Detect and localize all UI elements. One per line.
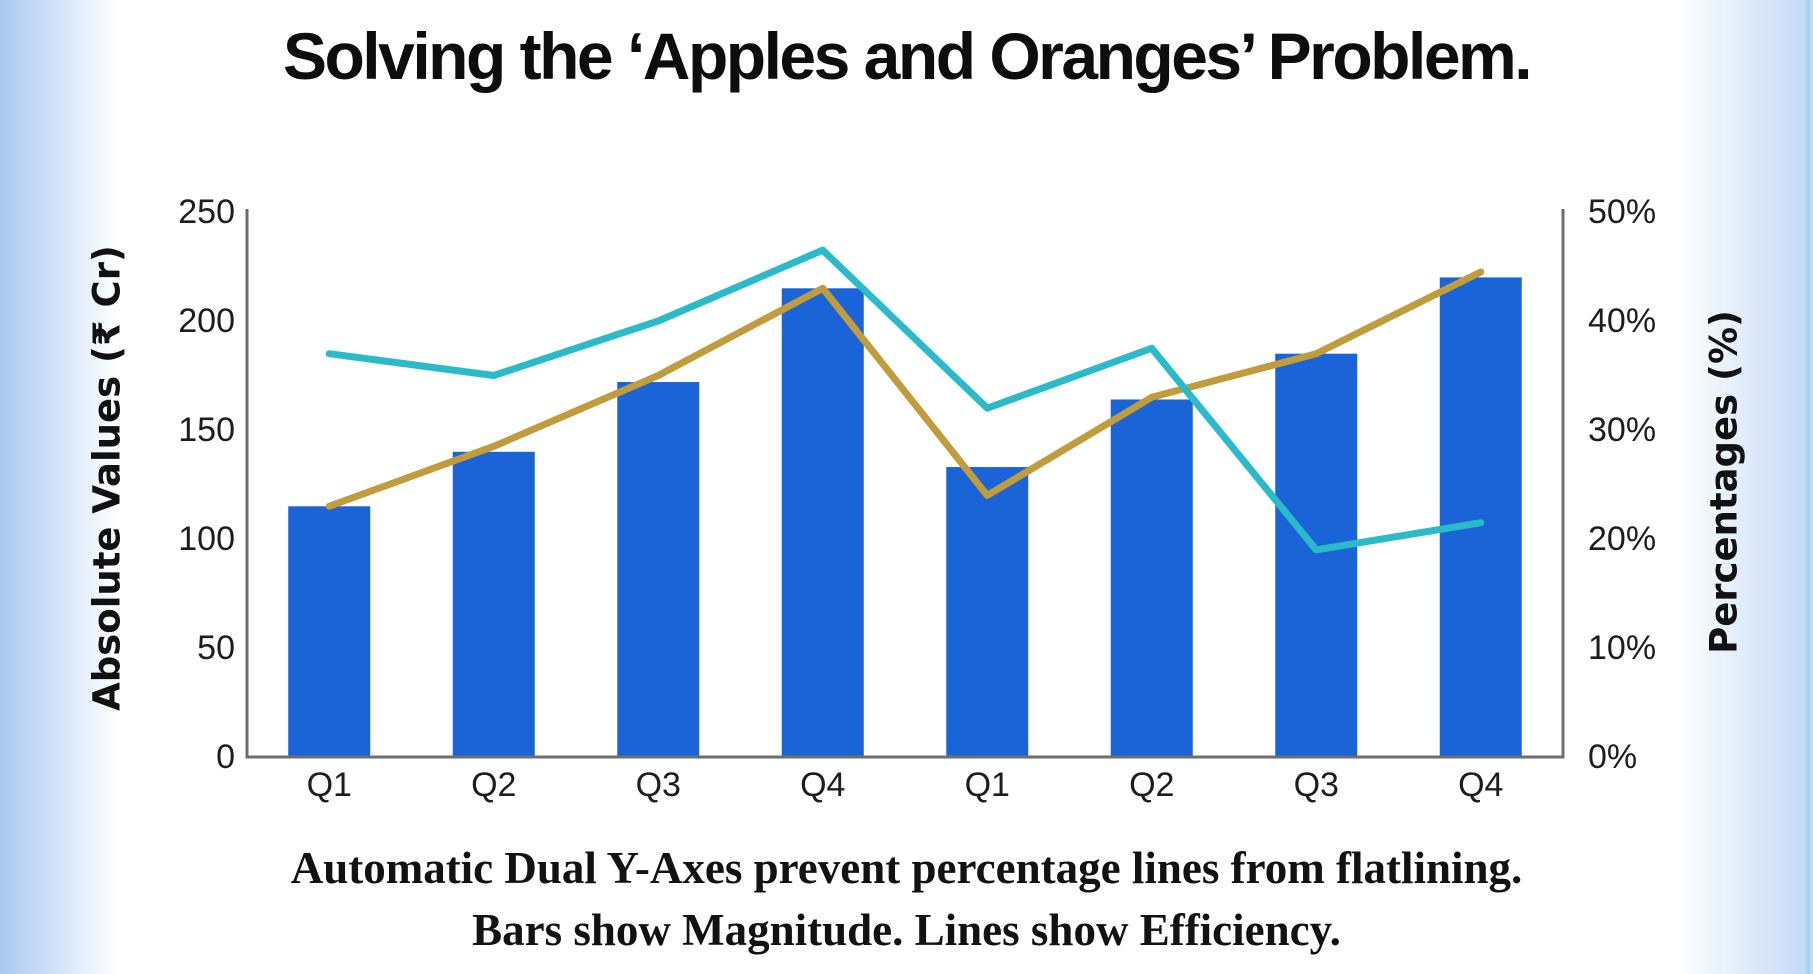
x-label-q4-3: Q4 (800, 766, 846, 804)
page-title: Solving the ‘Apples and Oranges’ Problem… (282, 19, 1533, 93)
bar-q4-7 (1439, 277, 1522, 757)
left-tick-250: 250 (178, 193, 235, 231)
right-tick-40pct: 40% (1588, 302, 1657, 340)
left-tick-50: 50 (197, 629, 235, 667)
bar-q1-0 (288, 506, 371, 757)
left-tick-200: 200 (178, 302, 235, 340)
caption-line-1: Automatic Dual Y-Axes prevent percentage… (290, 843, 1523, 893)
bar-q3-6 (1275, 353, 1358, 757)
chart-caption: Automatic Dual Y-Axes prevent percentage… (0, 838, 1813, 961)
x-label-q3-2: Q3 (635, 766, 681, 804)
right-tick-30pct: 30% (1588, 411, 1657, 449)
bar-q4-3 (781, 288, 864, 757)
left-tick-0: 0 (216, 738, 235, 776)
right-tick-50pct: 50% (1588, 193, 1657, 231)
x-label-q4-7: Q4 (1458, 766, 1504, 804)
left-tick-100: 100 (178, 520, 235, 558)
bar-q2-1 (452, 451, 535, 757)
right-tick-0pct: 0% (1588, 738, 1638, 776)
x-label-q3-6: Q3 (1293, 766, 1339, 804)
bar-q3-2 (617, 382, 700, 757)
bar-q1-4 (946, 467, 1029, 757)
right-tick-10pct: 10% (1588, 629, 1657, 667)
caption-line-2: Bars show Magnitude. Lines show Efficien… (472, 904, 1341, 955)
efficiency-line-gold (325, 268, 1485, 510)
x-label-q2-5: Q2 (1129, 766, 1175, 804)
left-axis-title: Absolute Values (₹ Cr) (85, 245, 129, 711)
x-label-q1-0: Q1 (306, 766, 352, 804)
bar-q2-5 (1110, 399, 1193, 757)
x-label-q2-1: Q2 (471, 766, 517, 804)
x-label-q1-4: Q1 (964, 766, 1010, 804)
right-tick-20pct: 20% (1588, 520, 1657, 558)
right-axis-title: Percentages (%) (1702, 310, 1746, 654)
left-tick-150: 150 (178, 411, 235, 449)
efficiency-line-teal (325, 246, 1485, 554)
